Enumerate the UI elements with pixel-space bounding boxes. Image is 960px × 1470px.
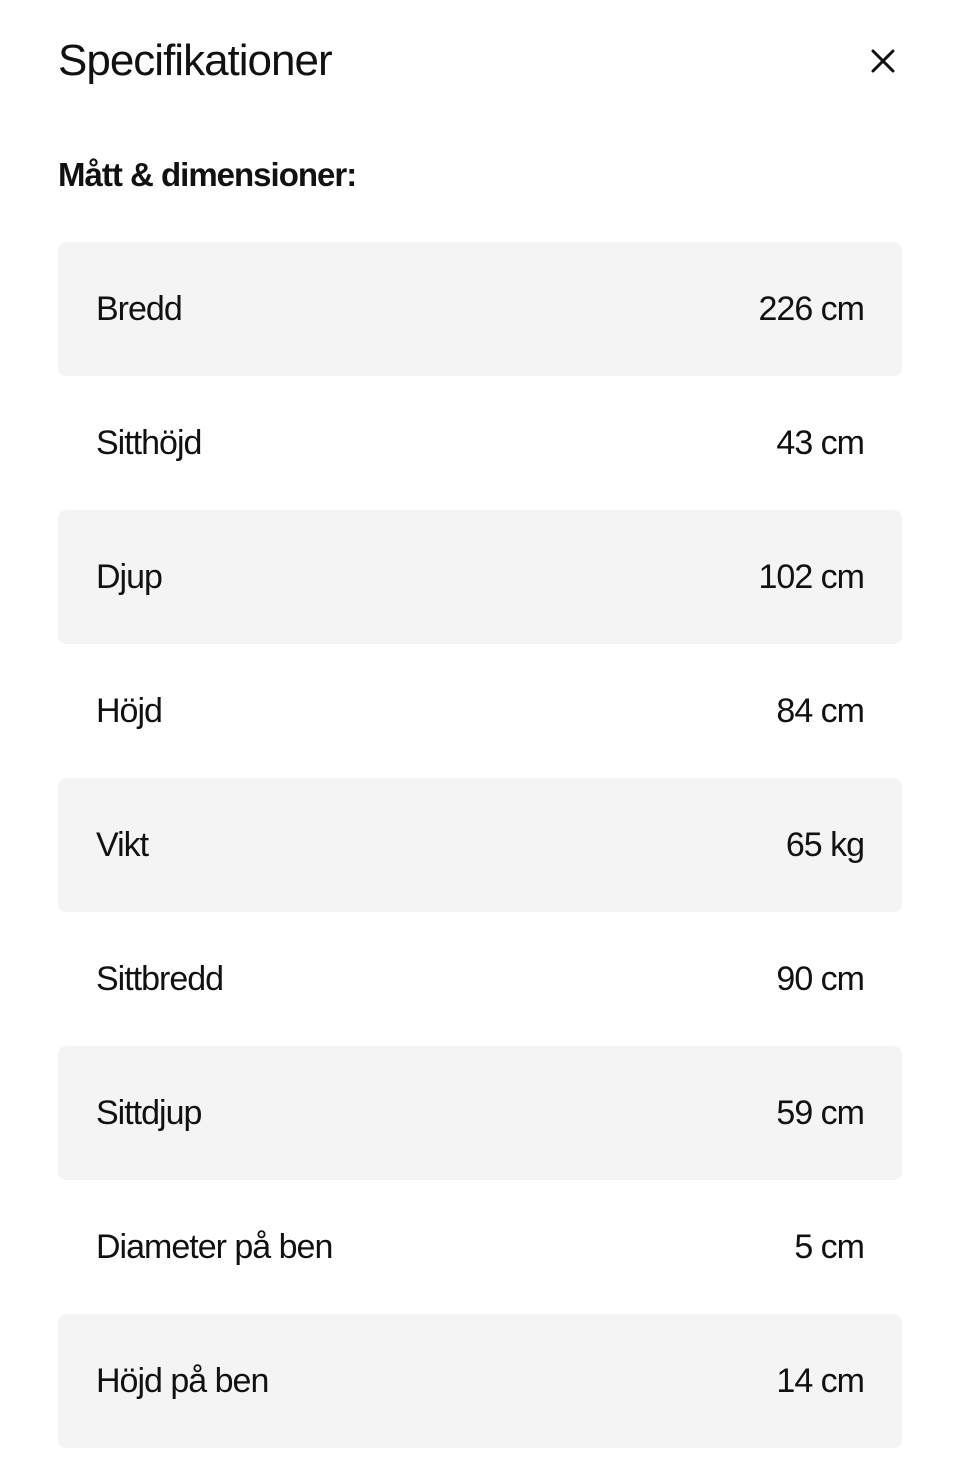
spec-label: Djup (96, 557, 163, 596)
spec-label: Vikt (96, 825, 149, 864)
spec-label: Sitthöjd (96, 423, 202, 462)
spec-value: 226 cm (758, 289, 865, 328)
close-button[interactable] (866, 44, 900, 78)
spec-label: Höjd (96, 691, 163, 730)
spec-row-bredd: Bredd 226 cm (58, 242, 902, 376)
spec-value: 59 cm (776, 1093, 865, 1132)
spec-row-hojd-pa-ben: Höjd på ben 14 cm (58, 1314, 902, 1448)
spec-value: 84 cm (776, 691, 865, 730)
spec-row-djup: Djup 102 cm (58, 510, 902, 644)
spec-value: 43 cm (776, 423, 865, 462)
spec-value: 90 cm (776, 959, 865, 998)
spec-row-sitthojd: Sitthöjd 43 cm (58, 376, 902, 510)
spec-row-hojd: Höjd 84 cm (58, 644, 902, 778)
spec-label: Sittbredd (96, 959, 224, 998)
spec-value: 5 cm (794, 1227, 865, 1266)
spec-label: Diameter på ben (96, 1227, 333, 1266)
page-title: Specifikationer (58, 36, 333, 85)
section-heading: Mått & dimensioner: (58, 156, 357, 193)
spec-label: Höjd på ben (96, 1361, 269, 1400)
spec-label: Bredd (96, 289, 183, 328)
spec-list: Bredd 226 cm Sitthöjd 43 cm Djup 102 cm Höj… (58, 242, 902, 1448)
spec-value: 14 cm (776, 1361, 865, 1400)
spec-row-diameter-pa-ben: Diameter på ben 5 cm (58, 1180, 902, 1314)
spec-label: Sittdjup (96, 1093, 202, 1132)
close-icon (871, 49, 895, 73)
spec-row-sittbredd: Sittbredd 90 cm (58, 912, 902, 1046)
spec-value: 102 cm (758, 557, 865, 596)
spec-row-vikt: Vikt 65 kg (58, 778, 902, 912)
spec-value: 65 kg (785, 825, 865, 864)
spec-row-sittdjup: Sittdjup 59 cm (58, 1046, 902, 1180)
